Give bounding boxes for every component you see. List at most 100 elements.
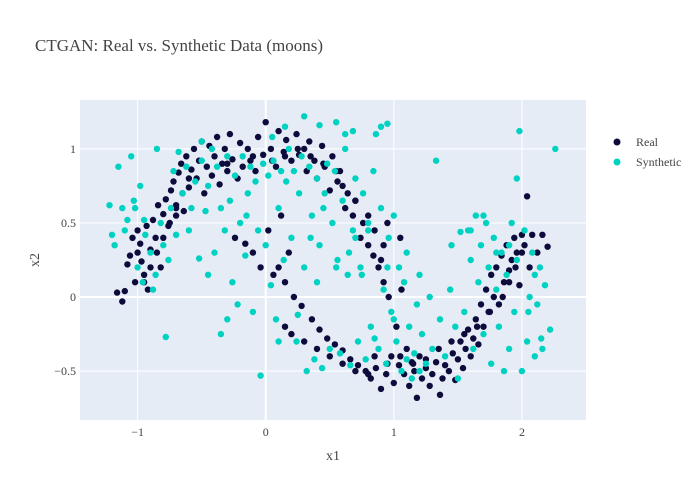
point-real <box>500 279 508 286</box>
legend-marker-synthetic <box>613 158 621 166</box>
point-real <box>203 163 210 170</box>
point-synthetic <box>526 293 533 301</box>
point-synthetic <box>475 279 482 286</box>
point-synthetic <box>384 120 391 127</box>
point-real <box>477 301 485 308</box>
point-real <box>380 279 387 286</box>
point-real <box>277 212 285 219</box>
point-real <box>172 212 180 219</box>
point-real <box>252 167 259 175</box>
point-real <box>134 249 141 256</box>
point-real <box>226 130 234 138</box>
point-synthetic <box>130 197 137 204</box>
point-synthetic <box>131 204 139 212</box>
point-synthetic <box>306 163 313 170</box>
point-synthetic <box>128 153 135 160</box>
point-synthetic <box>541 282 549 289</box>
point-real <box>216 181 223 188</box>
point-synthetic <box>416 367 423 375</box>
point-real <box>544 243 551 250</box>
point-real <box>249 153 257 160</box>
point-real <box>275 127 282 135</box>
point-real <box>449 350 456 357</box>
point-real <box>539 231 546 238</box>
point-synthetic <box>221 227 228 234</box>
point-real <box>178 160 185 167</box>
legend: Real Synthetic <box>613 135 681 169</box>
point-synthetic <box>270 157 277 164</box>
point-real <box>397 234 404 241</box>
point-synthetic <box>106 202 113 209</box>
point-synthetic <box>285 145 292 153</box>
point-real <box>131 279 139 286</box>
point-real <box>464 326 472 333</box>
scatter-points <box>106 113 559 401</box>
point-real <box>144 286 152 293</box>
point-real <box>160 234 167 241</box>
point-synthetic <box>365 219 372 227</box>
point-synthetic <box>293 338 300 345</box>
point-synthetic <box>472 212 479 219</box>
legend-marker-real <box>613 138 621 146</box>
point-synthetic <box>505 242 513 249</box>
point-real <box>126 252 134 259</box>
point-synthetic <box>165 256 172 264</box>
point-real <box>529 231 536 238</box>
point-synthetic <box>390 316 397 323</box>
point-real <box>490 293 497 301</box>
point-real <box>473 323 481 330</box>
point-real <box>495 301 503 308</box>
point-real <box>523 193 531 200</box>
point-real <box>283 136 290 144</box>
point-real <box>429 370 436 378</box>
point-synthetic <box>157 219 164 227</box>
point-synthetic <box>167 204 175 212</box>
point-synthetic <box>316 122 323 129</box>
point-synthetic <box>436 316 444 323</box>
point-synthetic <box>503 271 510 278</box>
point-real <box>290 293 298 301</box>
point-synthetic <box>307 234 314 241</box>
point-synthetic <box>175 148 182 156</box>
point-synthetic <box>352 234 359 241</box>
point-real <box>441 362 449 369</box>
point-synthetic <box>139 279 146 286</box>
point-real <box>190 145 198 153</box>
point-synthetic <box>198 157 205 164</box>
point-real <box>180 207 187 215</box>
point-real <box>308 316 316 323</box>
point-synthetic <box>333 264 340 271</box>
point-real <box>365 212 372 219</box>
point-real <box>311 157 318 164</box>
point-synthetic <box>498 249 505 256</box>
point-real <box>285 249 292 256</box>
point-synthetic <box>365 227 372 234</box>
point-synthetic <box>525 308 532 316</box>
point-real <box>147 264 154 271</box>
point-synthetic <box>160 242 167 249</box>
point-real <box>512 264 519 271</box>
point-real <box>354 362 362 369</box>
point-real <box>167 187 175 194</box>
point-real <box>359 219 367 227</box>
point-real <box>397 353 404 360</box>
point-synthetic <box>398 367 405 375</box>
point-synthetic <box>198 138 205 145</box>
point-synthetic <box>531 353 538 360</box>
chart-title: CTGAN: Real vs. Synthetic Data (moons) <box>35 36 323 55</box>
point-synthetic <box>477 242 485 249</box>
point-synthetic <box>552 145 559 153</box>
point-real <box>113 289 121 296</box>
point-synthetic <box>142 231 149 238</box>
point-synthetic <box>324 160 331 167</box>
point-synthetic <box>354 338 362 345</box>
point-synthetic <box>493 286 500 293</box>
point-synthetic <box>470 345 477 353</box>
point-synthetic <box>516 127 523 135</box>
point-synthetic <box>413 301 421 308</box>
point-synthetic <box>280 256 287 264</box>
point-synthetic <box>383 360 390 367</box>
point-synthetic <box>121 227 128 234</box>
point-real <box>140 271 148 278</box>
point-synthetic <box>254 227 262 234</box>
